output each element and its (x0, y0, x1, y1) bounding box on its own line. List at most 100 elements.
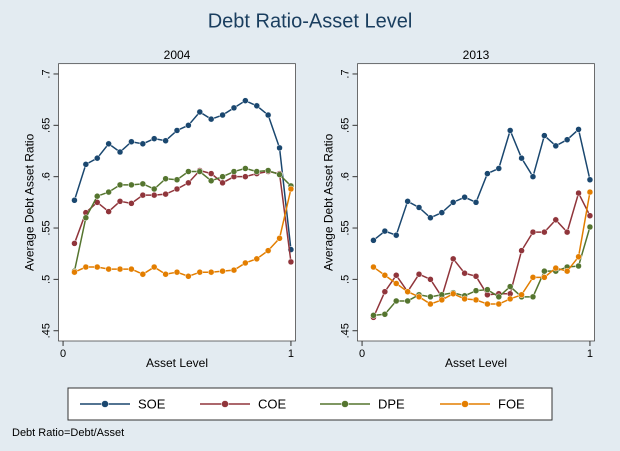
y-tick-label: .5 (339, 275, 351, 284)
y-tick-label: .55 (40, 220, 52, 235)
point (472, 199, 480, 206)
point (518, 291, 525, 299)
point (207, 170, 215, 177)
y-tick-label: .5 (40, 275, 52, 284)
point (449, 199, 457, 206)
point (541, 274, 548, 281)
point (552, 216, 560, 224)
legend-marker (101, 400, 109, 408)
point (381, 227, 389, 235)
point (370, 312, 377, 319)
point (219, 111, 226, 119)
point (392, 297, 400, 305)
panel-title: 2013 (463, 48, 490, 62)
point (495, 293, 503, 301)
point (552, 264, 560, 272)
point (427, 300, 434, 308)
point (139, 191, 147, 199)
point (196, 108, 204, 116)
point (495, 300, 503, 308)
point (162, 270, 169, 278)
y-tick-label: .7 (40, 69, 52, 78)
x-tick-label: 1 (288, 348, 294, 360)
point (552, 142, 560, 150)
point (392, 280, 400, 287)
point (139, 140, 147, 148)
panel-title: 2004 (164, 48, 191, 62)
point (381, 272, 389, 279)
point (150, 263, 158, 271)
point (116, 265, 124, 273)
point (162, 175, 169, 182)
point (71, 240, 78, 247)
x-axis-label: Asset Level (146, 356, 208, 370)
point (207, 268, 215, 276)
point (529, 293, 537, 301)
point (196, 168, 204, 175)
point (116, 148, 124, 156)
point (264, 111, 272, 119)
point (82, 161, 90, 168)
legend-marker (461, 400, 469, 408)
y-axis-label: Average Debt Asset Ratio (322, 133, 336, 271)
point (185, 179, 192, 187)
point (404, 297, 411, 305)
y-tick-label: .65 (40, 118, 52, 133)
point (264, 247, 272, 254)
point (82, 263, 90, 271)
point (173, 176, 181, 184)
point (105, 208, 112, 215)
legend-label: SOE (138, 396, 166, 411)
point (392, 231, 400, 239)
y-tick-label: .55 (339, 220, 351, 235)
point (276, 144, 283, 152)
point (575, 262, 582, 270)
legend-label: DPE (378, 396, 405, 411)
point (173, 185, 181, 193)
x-axis-label: Asset Level (445, 356, 507, 370)
point (139, 270, 147, 278)
point (276, 235, 283, 242)
point (128, 265, 135, 273)
point (563, 267, 571, 275)
point (506, 283, 514, 290)
point (575, 126, 582, 133)
point (71, 268, 78, 276)
point (472, 273, 480, 280)
point (173, 268, 181, 276)
point (93, 192, 101, 200)
point (461, 269, 468, 277)
point (404, 288, 411, 295)
point (415, 204, 423, 211)
point (139, 180, 147, 188)
point (529, 274, 537, 281)
point (105, 140, 112, 148)
y-axis-label: Average Debt Asset Ratio (23, 133, 37, 271)
point (230, 266, 238, 274)
point (276, 171, 283, 178)
point (575, 189, 582, 197)
point (415, 270, 423, 278)
legend-label: FOE (498, 396, 525, 411)
point (162, 190, 169, 198)
point (185, 273, 192, 280)
point (185, 168, 192, 175)
legend-label: COE (258, 396, 287, 411)
y-tick-label: .7 (339, 69, 351, 78)
point (128, 138, 135, 146)
point (370, 263, 377, 271)
note: Debt Ratio=Debt/Asset (12, 427, 124, 439)
point (415, 293, 423, 301)
point (381, 311, 389, 318)
point (71, 197, 78, 204)
point (586, 223, 594, 231)
point (253, 168, 261, 175)
point (242, 165, 249, 172)
point (93, 263, 101, 271)
point (150, 135, 158, 142)
point (518, 154, 525, 162)
point (449, 290, 457, 298)
point (427, 276, 434, 283)
y-tick-label: .65 (339, 118, 351, 133)
